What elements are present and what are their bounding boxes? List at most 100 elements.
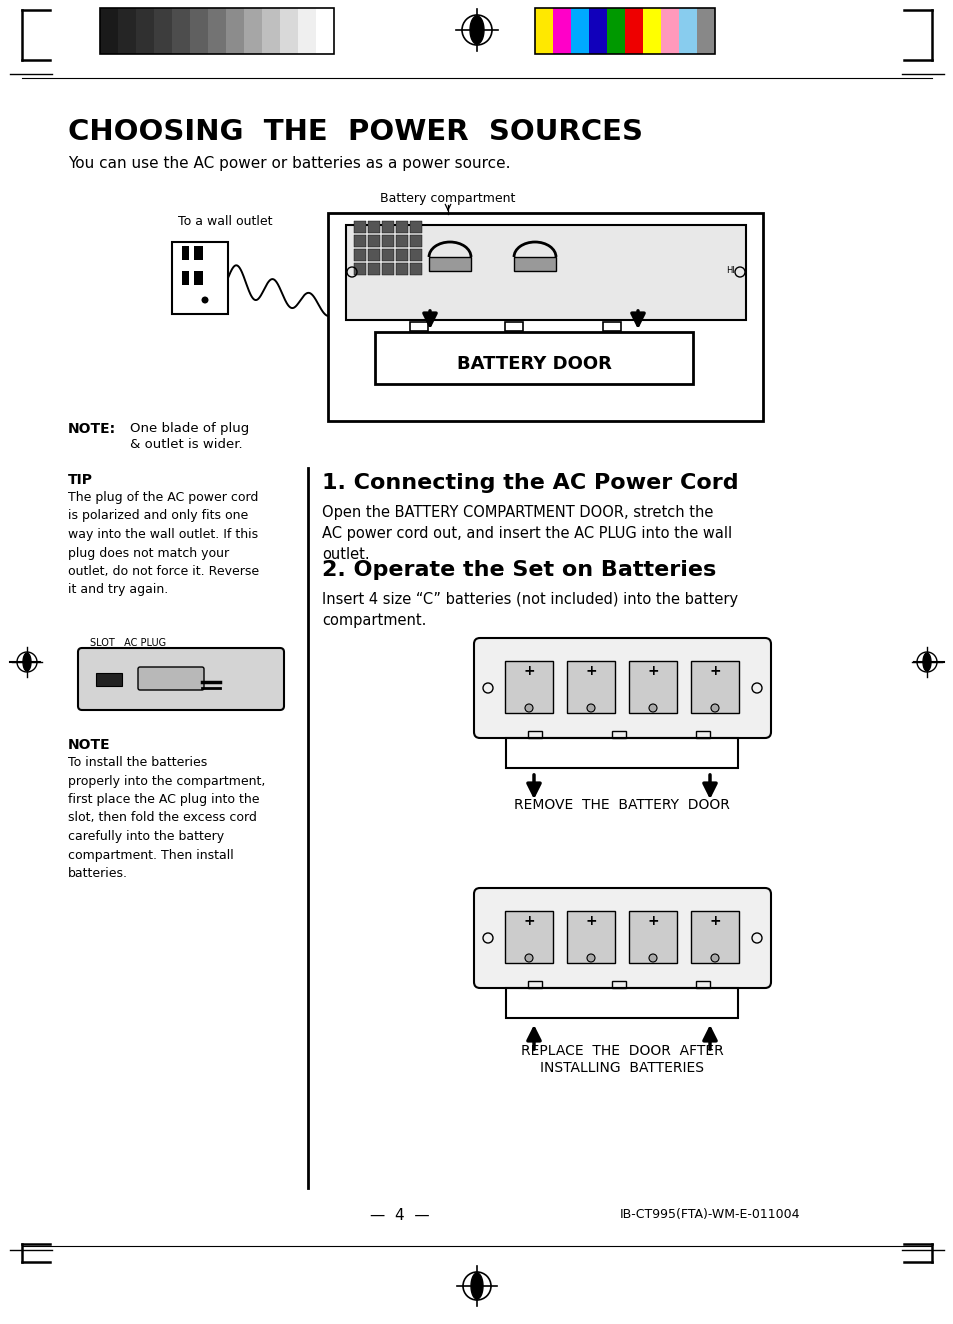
Bar bbox=[504, 911, 553, 963]
Bar bbox=[297, 8, 315, 54]
Text: The plug of the AC power cord
is polarized and only fits one
way into the wall o: The plug of the AC power cord is polariz… bbox=[68, 491, 259, 597]
Circle shape bbox=[710, 704, 719, 712]
Bar bbox=[535, 8, 714, 54]
Bar bbox=[381, 234, 394, 248]
Text: —  4  —: — 4 — bbox=[370, 1207, 430, 1223]
FancyBboxPatch shape bbox=[138, 667, 204, 690]
Bar bbox=[514, 257, 556, 271]
Text: IB-CT995(FTA)-WM-E-011004: IB-CT995(FTA)-WM-E-011004 bbox=[619, 1207, 800, 1221]
Bar bbox=[354, 263, 366, 275]
Bar bbox=[346, 225, 745, 320]
FancyBboxPatch shape bbox=[474, 638, 770, 737]
Bar bbox=[244, 8, 262, 54]
Text: +: + bbox=[522, 914, 535, 928]
Bar bbox=[410, 221, 421, 233]
Bar bbox=[571, 8, 588, 54]
Bar bbox=[226, 8, 244, 54]
Bar bbox=[368, 249, 379, 261]
Bar bbox=[410, 249, 421, 261]
Text: Open the BATTERY COMPARTMENT DOOR, stretch the
AC power cord out, and insert the: Open the BATTERY COMPARTMENT DOOR, stret… bbox=[322, 504, 731, 561]
Bar bbox=[504, 661, 553, 714]
Bar bbox=[660, 8, 679, 54]
Bar bbox=[354, 234, 366, 248]
Bar bbox=[504, 322, 522, 331]
Circle shape bbox=[586, 704, 595, 712]
Bar bbox=[553, 8, 571, 54]
Bar bbox=[602, 322, 620, 331]
Circle shape bbox=[201, 297, 209, 303]
Text: +: + bbox=[708, 665, 720, 678]
Bar bbox=[172, 242, 228, 314]
Bar bbox=[527, 981, 541, 988]
Text: +: + bbox=[708, 914, 720, 928]
Bar bbox=[368, 263, 379, 275]
Bar bbox=[566, 661, 615, 714]
Bar bbox=[172, 8, 190, 54]
FancyBboxPatch shape bbox=[78, 647, 284, 710]
Bar bbox=[280, 8, 297, 54]
Bar bbox=[395, 249, 408, 261]
Bar bbox=[566, 911, 615, 963]
Bar bbox=[395, 234, 408, 248]
Bar bbox=[96, 673, 122, 686]
Bar bbox=[136, 8, 153, 54]
Bar bbox=[100, 8, 118, 54]
Bar bbox=[118, 8, 136, 54]
Bar bbox=[696, 731, 709, 737]
Text: TIP: TIP bbox=[68, 473, 92, 487]
Text: BATTERY DOOR: BATTERY DOOR bbox=[456, 355, 611, 373]
Bar bbox=[696, 981, 709, 988]
Text: +: + bbox=[584, 914, 597, 928]
Text: HI: HI bbox=[725, 266, 734, 275]
Bar bbox=[624, 8, 642, 54]
Circle shape bbox=[648, 955, 657, 963]
Bar bbox=[410, 263, 421, 275]
Text: You can use the AC power or batteries as a power source.: You can use the AC power or batteries as… bbox=[68, 156, 510, 171]
Bar bbox=[208, 8, 226, 54]
Bar bbox=[535, 8, 553, 54]
Text: INSTALLING  BATTERIES: INSTALLING BATTERIES bbox=[539, 1061, 703, 1075]
Bar bbox=[642, 8, 660, 54]
Text: 1. Connecting the AC Power Cord: 1. Connecting the AC Power Cord bbox=[322, 473, 738, 493]
Bar bbox=[690, 911, 739, 963]
Text: & outlet is wider.: & outlet is wider. bbox=[130, 438, 242, 451]
Polygon shape bbox=[23, 653, 30, 671]
Bar bbox=[697, 8, 714, 54]
Bar bbox=[690, 661, 739, 714]
Circle shape bbox=[524, 955, 533, 963]
Text: +: + bbox=[584, 665, 597, 678]
Bar bbox=[410, 322, 428, 331]
Bar bbox=[190, 8, 208, 54]
Bar bbox=[262, 8, 280, 54]
Bar bbox=[588, 8, 606, 54]
Bar bbox=[410, 234, 421, 248]
Text: 2. Operate the Set on Batteries: 2. Operate the Set on Batteries bbox=[322, 560, 716, 580]
Text: +: + bbox=[646, 914, 659, 928]
Polygon shape bbox=[470, 16, 483, 44]
Bar bbox=[182, 271, 189, 285]
Text: REMOVE  THE  BATTERY  DOOR: REMOVE THE BATTERY DOOR bbox=[514, 798, 729, 812]
Text: Battery compartment: Battery compartment bbox=[380, 192, 516, 205]
Circle shape bbox=[648, 704, 657, 712]
Bar bbox=[381, 263, 394, 275]
Bar bbox=[679, 8, 697, 54]
Bar bbox=[354, 249, 366, 261]
Polygon shape bbox=[471, 1272, 482, 1299]
Bar bbox=[395, 221, 408, 233]
Bar bbox=[628, 911, 677, 963]
Text: One blade of plug: One blade of plug bbox=[130, 422, 249, 436]
Text: Insert 4 size “C” batteries (not included) into the battery
compartment.: Insert 4 size “C” batteries (not include… bbox=[322, 592, 738, 628]
Bar bbox=[505, 988, 738, 1018]
Text: +: + bbox=[646, 665, 659, 678]
Bar bbox=[381, 249, 394, 261]
Bar bbox=[628, 661, 677, 714]
Bar bbox=[315, 8, 334, 54]
Bar bbox=[100, 8, 334, 54]
Text: To a wall outlet: To a wall outlet bbox=[178, 214, 273, 228]
Bar bbox=[505, 737, 738, 768]
Bar bbox=[612, 731, 625, 737]
Bar bbox=[395, 263, 408, 275]
Bar bbox=[328, 213, 762, 421]
Text: REPLACE  THE  DOOR  AFTER: REPLACE THE DOOR AFTER bbox=[520, 1045, 722, 1058]
Text: NOTE: NOTE bbox=[68, 737, 111, 752]
